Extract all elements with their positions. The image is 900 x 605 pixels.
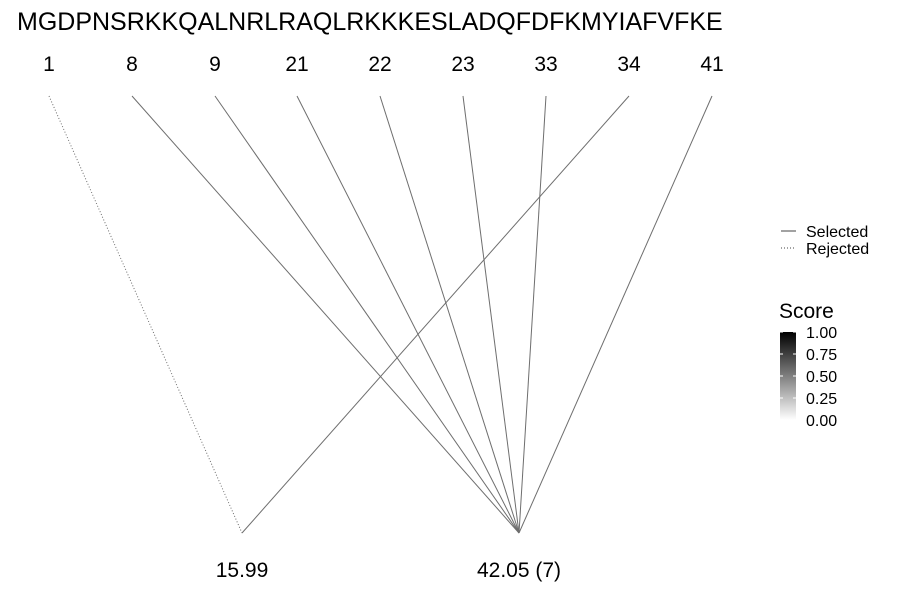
bottom-node-label: 42.05 (7) xyxy=(477,559,561,582)
score-tick-label: 1.00 xyxy=(806,325,837,342)
position-label: 41 xyxy=(700,53,723,76)
link-selected-34 xyxy=(241,95,630,534)
bottom-node-label: 15.99 xyxy=(216,559,269,582)
position-label: 34 xyxy=(617,53,641,76)
legend-selected-label: Selected xyxy=(806,224,868,241)
position-label: 21 xyxy=(285,53,308,76)
score-tick-label: 0.00 xyxy=(806,413,837,430)
position-label: 9 xyxy=(209,53,221,76)
legend-rejected-label: Rejected xyxy=(806,241,869,258)
link-rejected-1 xyxy=(48,95,243,534)
position-labels: 1 8 9 21 22 23 33 34 41 xyxy=(43,53,724,76)
position-label: 33 xyxy=(534,53,557,76)
link-selected-41 xyxy=(518,95,713,534)
position-label: 8 xyxy=(126,53,138,76)
bottom-node-labels: 15.99 42.05 (7) xyxy=(216,559,561,582)
score-colorbar xyxy=(780,332,796,420)
position-label: 22 xyxy=(368,53,391,76)
link-selected-21 xyxy=(296,95,520,534)
position-label: 1 xyxy=(43,53,55,76)
score-legend: Score 1.00 0.75 0.50 0.25 0.00 xyxy=(779,300,837,430)
linetype-legend: Selected Rejected xyxy=(781,224,869,258)
link-selected-23 xyxy=(462,95,520,534)
link-selected-8 xyxy=(131,95,520,534)
score-legend-title: Score xyxy=(779,300,834,323)
link-selected-22 xyxy=(379,95,520,534)
score-ticks: 1.00 0.75 0.50 0.25 0.00 xyxy=(780,325,837,430)
score-tick-label: 0.25 xyxy=(806,391,837,408)
position-label: 23 xyxy=(451,53,474,76)
protein-sequence: MGDPNSRKKQALNRLRAQLRKKKESLADQFDFKMYIAFVF… xyxy=(17,8,723,36)
score-tick-label: 0.75 xyxy=(806,347,837,364)
score-tick-label: 0.50 xyxy=(806,369,837,386)
link-selected-9 xyxy=(214,95,520,534)
link-selected-33 xyxy=(518,95,547,534)
links-group xyxy=(48,95,713,534)
